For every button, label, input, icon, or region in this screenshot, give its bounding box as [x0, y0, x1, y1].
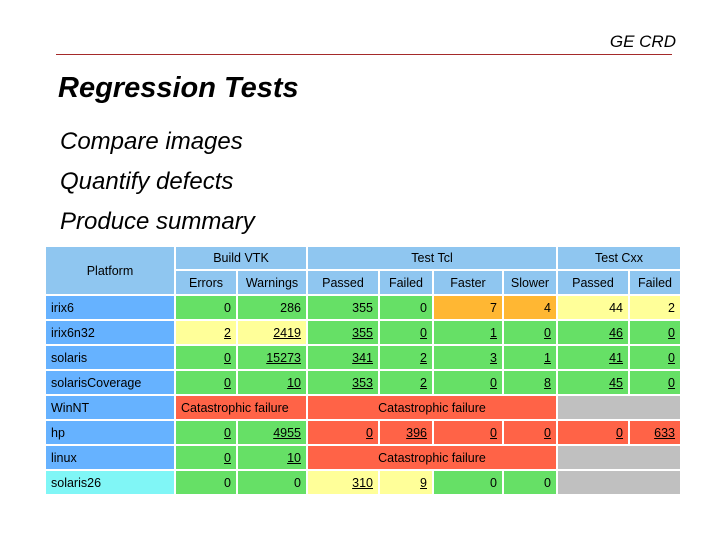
- table-row: hp 0 4955 0 396 0 0 0 633: [46, 421, 680, 444]
- table-row: solaris26 0 0 310 9 0 0: [46, 471, 680, 494]
- cxx-passed-cell[interactable]: 45: [558, 371, 628, 394]
- platform-cell[interactable]: solaris: [46, 346, 174, 369]
- cxx-failed-header: Failed: [630, 271, 680, 294]
- tcl-passed-cell[interactable]: 353: [308, 371, 378, 394]
- platform-cell[interactable]: solaris26: [46, 471, 174, 494]
- platform-cell[interactable]: hp: [46, 421, 174, 444]
- slower-cell: 0: [504, 471, 556, 494]
- build-failure-cell: Catastrophic failure: [176, 396, 306, 419]
- table-row: solarisCoverage 0 10 353 2 0 8 45 0: [46, 371, 680, 394]
- tcl-failed-cell[interactable]: 396: [380, 421, 432, 444]
- tcl-passed-cell[interactable]: 310: [308, 471, 378, 494]
- platform-header: Platform: [46, 247, 174, 294]
- table-subheader-row: Errors Warnings Passed Failed Faster Slo…: [46, 271, 680, 294]
- table-row: WinNT Catastrophic failure Catastrophic …: [46, 396, 680, 419]
- platform-cell[interactable]: irix6: [46, 296, 174, 319]
- warnings-cell[interactable]: 4955: [238, 421, 306, 444]
- cxx-failed-cell: 2: [630, 296, 680, 319]
- bullet-produce-summary: Produce summary: [60, 208, 255, 235]
- cxx-empty-cell: [558, 471, 680, 494]
- tcl-passed-cell[interactable]: 355: [308, 321, 378, 344]
- errors-cell[interactable]: 0: [176, 371, 236, 394]
- warnings-cell: 0: [238, 471, 306, 494]
- bullet-compare-images: Compare images: [60, 128, 243, 155]
- slide-title: Regression Tests: [58, 72, 299, 104]
- tcl-passed-cell: 355: [308, 296, 378, 319]
- test-tcl-header: Test Tcl: [308, 247, 556, 269]
- table-row: linux 0 10 Catastrophic failure: [46, 446, 680, 469]
- table-row: irix6 0 286 355 0 7 4 44 2: [46, 296, 680, 319]
- tcl-failed-cell[interactable]: 9: [380, 471, 432, 494]
- faster-cell[interactable]: 1: [434, 321, 502, 344]
- test-cxx-header: Test Cxx: [558, 247, 680, 269]
- cxx-failed-cell[interactable]: 0: [630, 346, 680, 369]
- cxx-passed-header: Passed: [558, 271, 628, 294]
- faster-cell[interactable]: 3: [434, 346, 502, 369]
- warnings-cell: 286: [238, 296, 306, 319]
- errors-cell[interactable]: 2: [176, 321, 236, 344]
- cxx-failed-cell[interactable]: 633: [630, 421, 680, 444]
- platform-cell[interactable]: solarisCoverage: [46, 371, 174, 394]
- warnings-cell[interactable]: 10: [238, 446, 306, 469]
- faster-cell: 0: [434, 471, 502, 494]
- cxx-passed-cell: 44: [558, 296, 628, 319]
- warnings-cell[interactable]: 10: [238, 371, 306, 394]
- errors-cell: 0: [176, 296, 236, 319]
- platform-cell[interactable]: irix6n32: [46, 321, 174, 344]
- slower-cell[interactable]: 8: [504, 371, 556, 394]
- cxx-failed-cell[interactable]: 0: [630, 321, 680, 344]
- slower-cell[interactable]: 1: [504, 346, 556, 369]
- table-header-row: Platform Build VTK Test Tcl Test Cxx: [46, 247, 680, 294]
- faster-header: Faster: [434, 271, 502, 294]
- cxx-passed-cell[interactable]: 0: [558, 421, 628, 444]
- cxx-passed-cell[interactable]: 41: [558, 346, 628, 369]
- cxx-empty-cell: [558, 446, 680, 469]
- tcl-failure-cell: Catastrophic failure: [308, 446, 556, 469]
- slower-cell[interactable]: 0: [504, 421, 556, 444]
- faster-cell: 7: [434, 296, 502, 319]
- slower-cell: 4: [504, 296, 556, 319]
- header-rule: [56, 54, 672, 55]
- tcl-passed-cell[interactable]: 341: [308, 346, 378, 369]
- errors-cell[interactable]: 0: [176, 446, 236, 469]
- tcl-failed-cell[interactable]: 2: [380, 371, 432, 394]
- slower-cell[interactable]: 0: [504, 321, 556, 344]
- cxx-passed-cell[interactable]: 46: [558, 321, 628, 344]
- errors-cell[interactable]: 0: [176, 346, 236, 369]
- tcl-failed-cell: 0: [380, 296, 432, 319]
- build-vtk-header: Build VTK: [176, 247, 306, 269]
- tcl-failed-cell[interactable]: 0: [380, 321, 432, 344]
- table-row: irix6n32 2 2419 355 0 1 0 46 0: [46, 321, 680, 344]
- tcl-passed-header: Passed: [308, 271, 378, 294]
- tcl-failed-cell[interactable]: 2: [380, 346, 432, 369]
- platform-cell[interactable]: linux: [46, 446, 174, 469]
- tcl-failed-header: Failed: [380, 271, 432, 294]
- warnings-cell[interactable]: 2419: [238, 321, 306, 344]
- org-label: GE CRD: [609, 32, 676, 51]
- errors-cell[interactable]: 0: [176, 421, 236, 444]
- slower-header: Slower: [504, 271, 556, 294]
- cxx-failed-cell[interactable]: 0: [630, 371, 680, 394]
- errors-header: Errors: [176, 271, 236, 294]
- warnings-header: Warnings: [238, 271, 306, 294]
- faster-cell[interactable]: 0: [434, 371, 502, 394]
- table-row: solaris 0 15273 341 2 3 1 41 0: [46, 346, 680, 369]
- results-table: Platform Build VTK Test Tcl Test Cxx Err…: [44, 245, 682, 496]
- errors-cell: 0: [176, 471, 236, 494]
- tcl-failure-cell: Catastrophic failure: [308, 396, 556, 419]
- faster-cell[interactable]: 0: [434, 421, 502, 444]
- platform-cell[interactable]: WinNT: [46, 396, 174, 419]
- warnings-cell[interactable]: 15273: [238, 346, 306, 369]
- tcl-passed-cell[interactable]: 0: [308, 421, 378, 444]
- bullet-quantify-defects: Quantify defects: [60, 168, 234, 195]
- cxx-empty-cell: [558, 396, 680, 419]
